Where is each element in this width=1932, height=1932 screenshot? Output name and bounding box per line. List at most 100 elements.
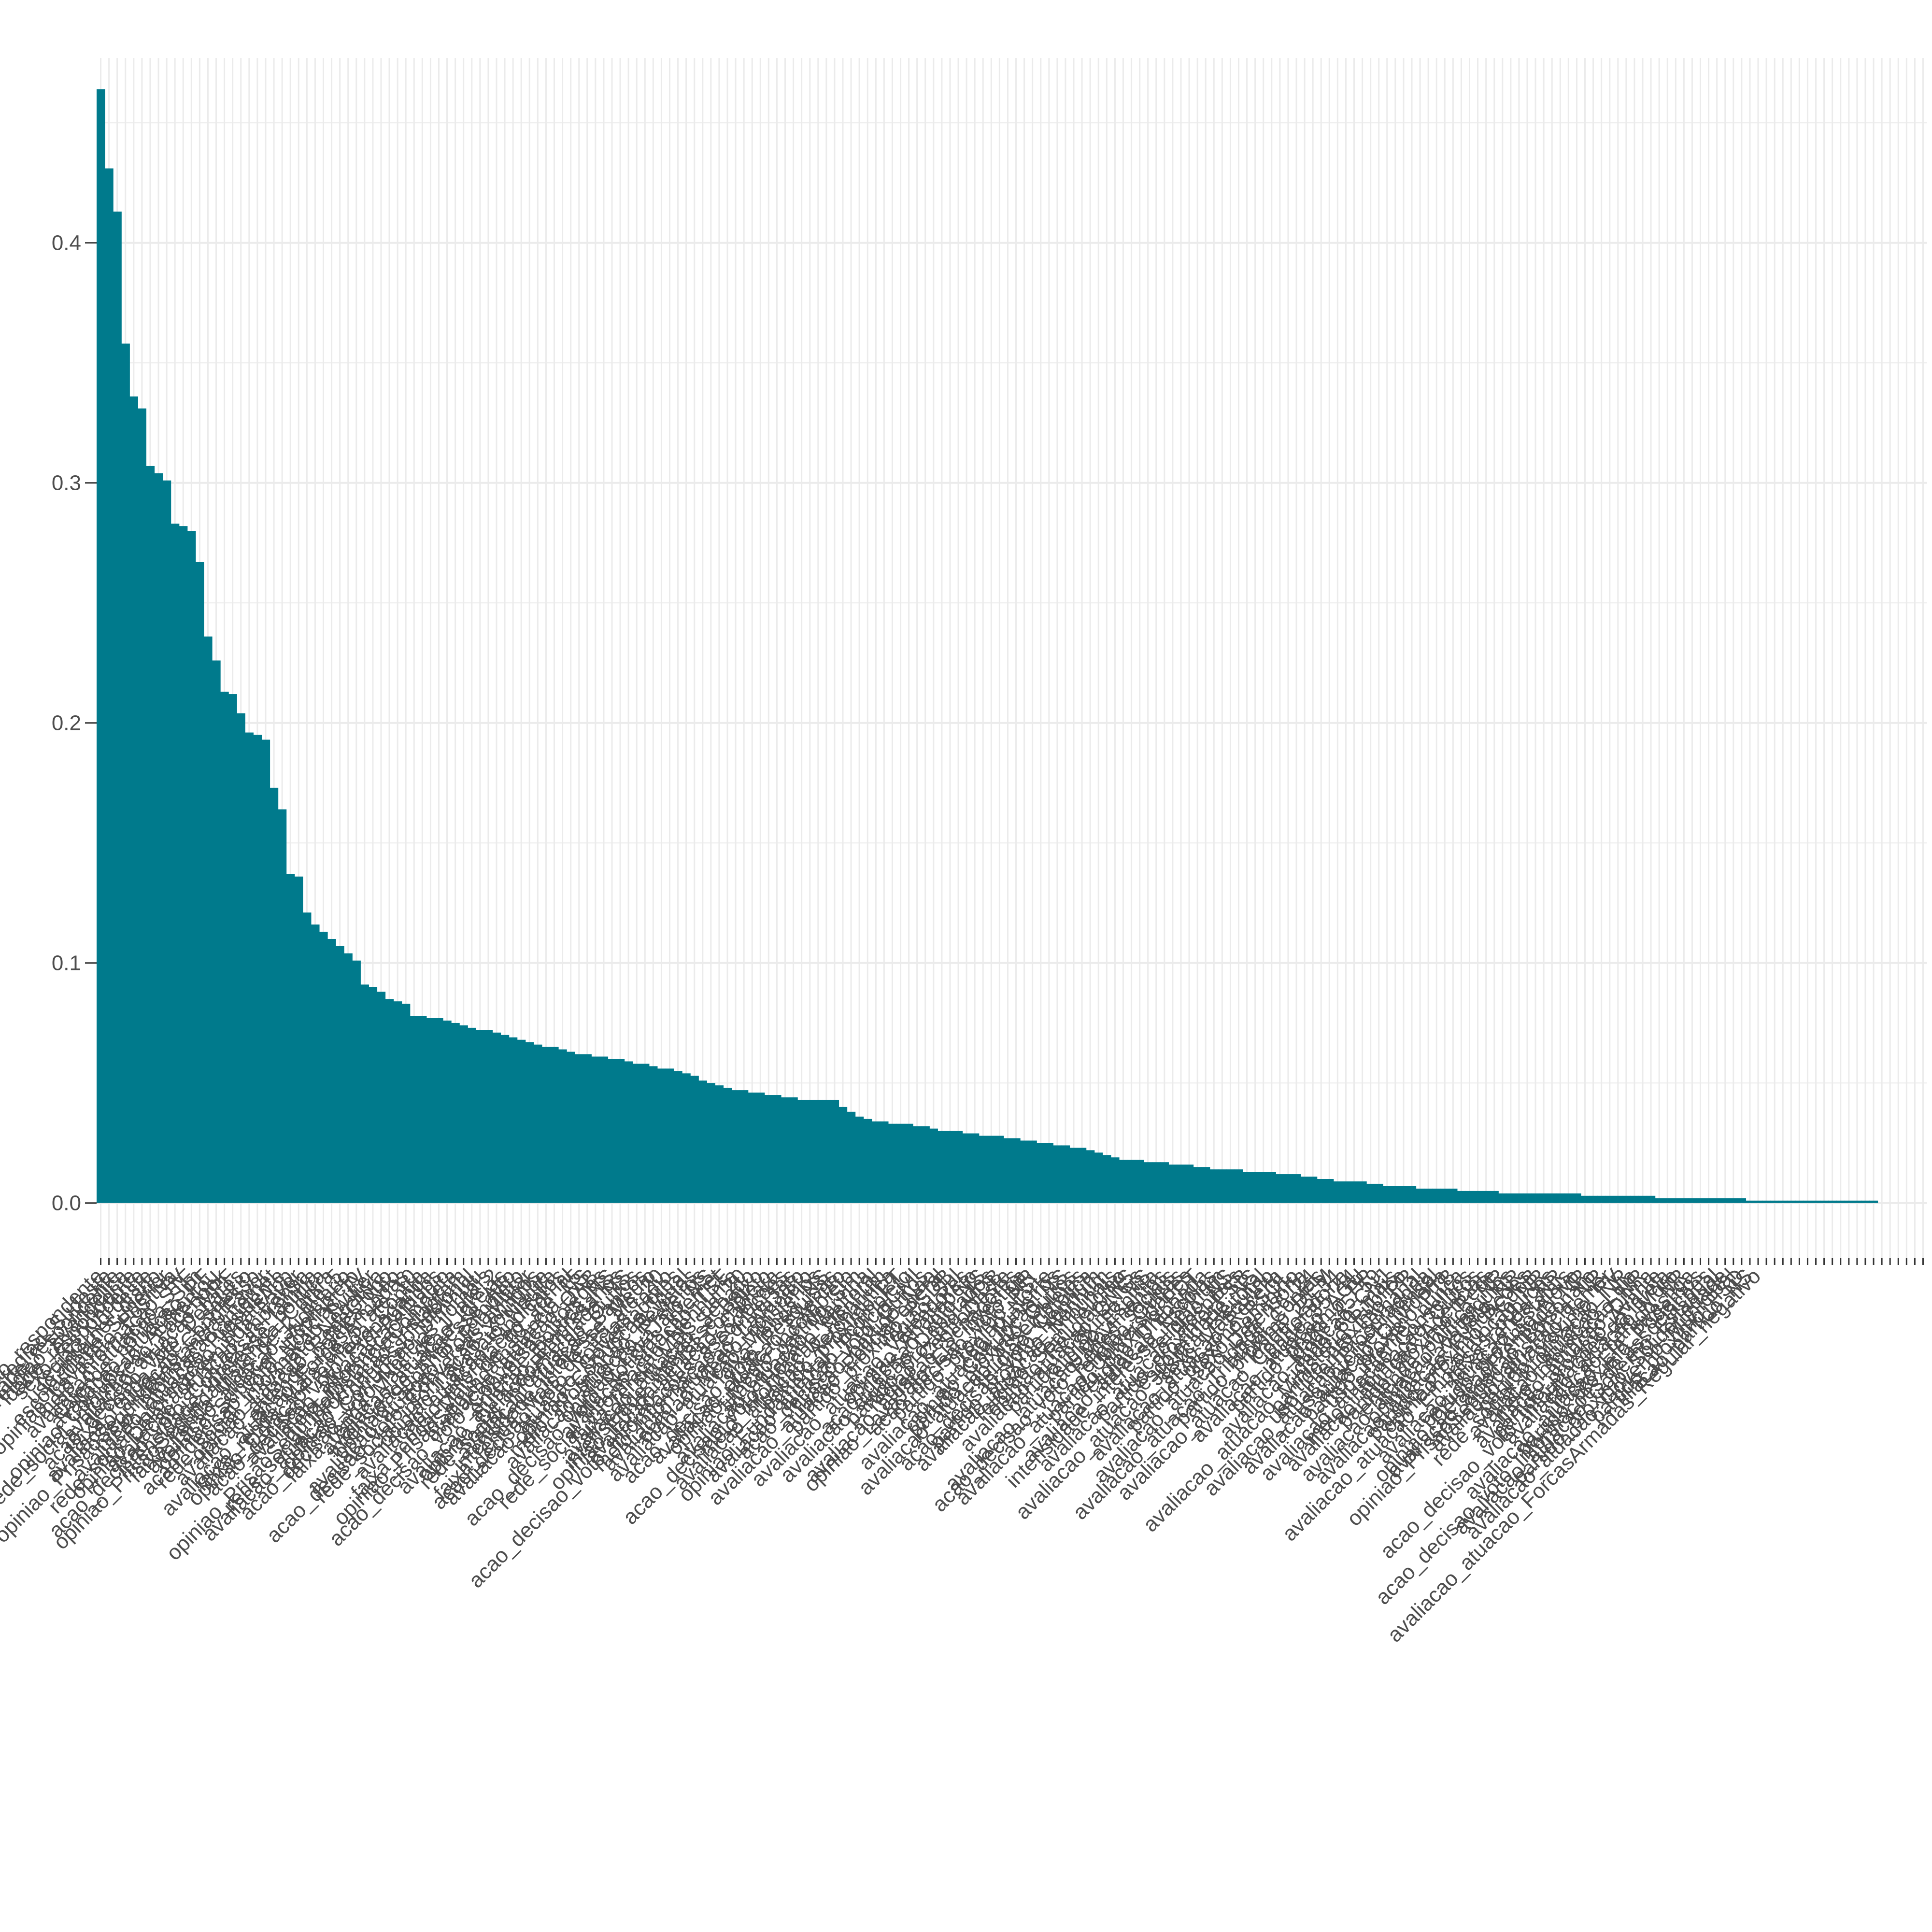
bar [1705, 1198, 1713, 1203]
bar [830, 1099, 839, 1203]
bar [443, 1020, 452, 1203]
bar [302, 912, 312, 1203]
bar [575, 1054, 583, 1203]
bar [1276, 1174, 1284, 1203]
bar [369, 987, 378, 1203]
bar [1679, 1198, 1689, 1203]
bar [154, 473, 163, 1203]
bar [1391, 1186, 1400, 1203]
bar [1853, 1200, 1862, 1203]
bar [979, 1136, 988, 1203]
bar [1045, 1143, 1053, 1203]
bar [1243, 1172, 1251, 1203]
bar [203, 636, 213, 1203]
bar [410, 1016, 419, 1203]
bar [97, 89, 105, 1203]
bar [146, 466, 155, 1203]
bar [1251, 1172, 1260, 1203]
bar [731, 1090, 740, 1203]
bar [261, 739, 270, 1203]
bar [1770, 1200, 1779, 1203]
bar [1012, 1138, 1021, 1203]
bar [863, 1119, 872, 1203]
bar [113, 212, 122, 1203]
bar [583, 1054, 592, 1203]
bar [723, 1088, 732, 1203]
bar [1003, 1138, 1012, 1203]
bar [1688, 1198, 1697, 1203]
bar [434, 1018, 443, 1203]
bar [1136, 1160, 1144, 1203]
bar [187, 531, 196, 1203]
bar [764, 1095, 773, 1203]
bar [1655, 1198, 1664, 1203]
bar [715, 1085, 724, 1203]
bar [344, 953, 353, 1203]
bar [270, 787, 279, 1203]
y-tick-label: 0.2 [52, 711, 81, 735]
bar [385, 999, 394, 1203]
bar [336, 946, 344, 1203]
bar [987, 1136, 996, 1203]
bar [929, 1128, 938, 1203]
bar [1663, 1198, 1672, 1203]
bar [1457, 1191, 1466, 1203]
bar [896, 1123, 905, 1203]
bar [1383, 1186, 1392, 1203]
bar [822, 1099, 831, 1203]
bar [1861, 1200, 1870, 1203]
bar [327, 938, 336, 1203]
bar [1515, 1193, 1524, 1203]
bar [393, 1001, 402, 1203]
bar [1531, 1193, 1540, 1203]
bar [690, 1076, 699, 1203]
bar [772, 1095, 781, 1203]
bar [558, 1049, 567, 1203]
bar [484, 1030, 493, 1203]
bar [129, 396, 138, 1203]
bar [938, 1131, 947, 1203]
bar [1597, 1195, 1606, 1203]
bar [1185, 1165, 1194, 1203]
bar [1638, 1195, 1648, 1203]
bar [1218, 1169, 1227, 1203]
bar [1110, 1157, 1120, 1203]
bar [1267, 1172, 1276, 1203]
bar [1836, 1200, 1845, 1203]
bar [1028, 1140, 1037, 1203]
bar [212, 660, 221, 1203]
bar [1539, 1193, 1548, 1203]
bar [1078, 1148, 1087, 1203]
bar [1828, 1200, 1837, 1203]
bar [888, 1123, 897, 1203]
bar [1572, 1193, 1581, 1203]
y-tick-label: 0.4 [52, 231, 81, 255]
bar [533, 1044, 542, 1203]
bar [632, 1064, 641, 1203]
bar [426, 1018, 435, 1203]
bar [1094, 1152, 1103, 1203]
bar [105, 168, 114, 1203]
bar [995, 1136, 1004, 1203]
bar [649, 1066, 658, 1203]
bar [1548, 1193, 1557, 1203]
bar [1292, 1174, 1301, 1203]
bar [905, 1123, 913, 1203]
bar [245, 732, 254, 1203]
bar [1086, 1150, 1095, 1203]
bar [121, 343, 130, 1203]
bar [1556, 1193, 1565, 1203]
bar [401, 1004, 411, 1203]
bar [500, 1035, 510, 1203]
bar [1102, 1155, 1111, 1203]
bar [1820, 1200, 1829, 1203]
bar [806, 1099, 814, 1203]
y-tick-label: 0.1 [52, 952, 81, 975]
bar [970, 1133, 980, 1203]
bar [1399, 1186, 1408, 1203]
bar [847, 1111, 856, 1203]
bar [294, 876, 303, 1203]
bar [1284, 1174, 1293, 1203]
